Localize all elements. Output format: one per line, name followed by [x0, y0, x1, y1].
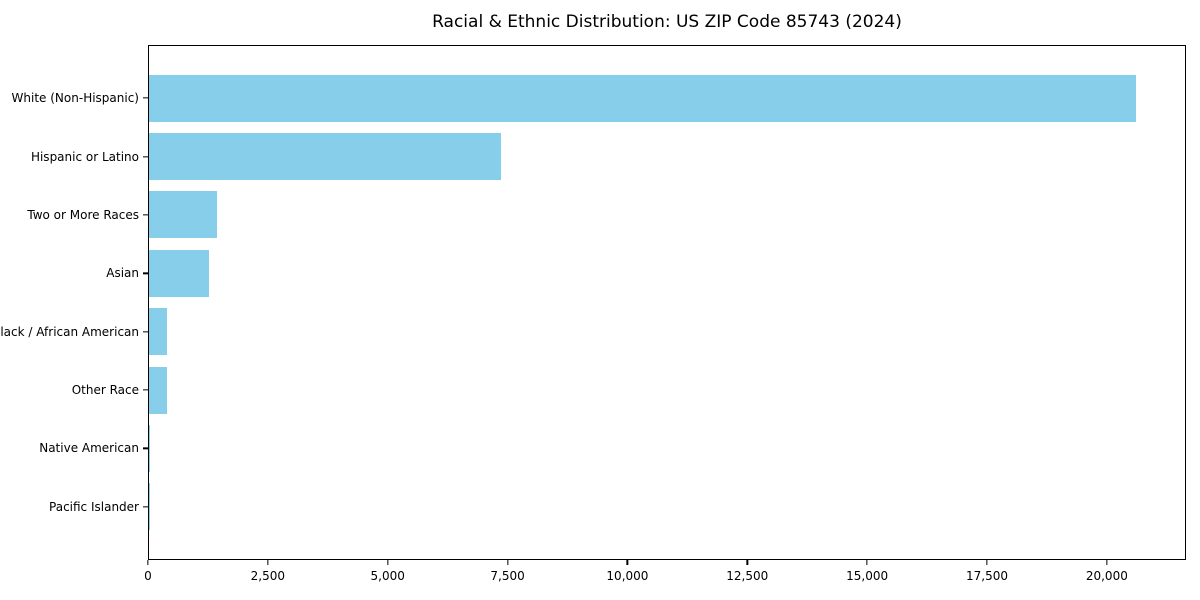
bar-rows: White (Non-Hispanic) Hispanic or Latino Tw…: [0, 46, 1185, 559]
bar-white-non-hispanic: [149, 74, 1136, 122]
y-tick: [143, 155, 148, 158]
category-label: Black / African American: [0, 324, 139, 339]
x-tick: [147, 560, 149, 565]
chart-title: Racial & Ethnic Distribution: US ZIP Cod…: [432, 12, 902, 32]
category-label: Other Race: [71, 383, 139, 398]
x-tick: [746, 560, 748, 565]
y-tick: [143, 447, 148, 450]
y-tick: [143, 506, 148, 508]
category-label: Pacific Islander: [49, 499, 139, 514]
category-label: Native American: [39, 441, 139, 456]
y-tick: [143, 272, 148, 274]
y-tick: [143, 214, 148, 216]
x-tick-label: 17,500: [965, 569, 1008, 583]
plot-area: White (Non-Hispanic) Hispanic or Latino Tw…: [0, 45, 1186, 560]
category-label: Two or More Races: [27, 207, 139, 222]
chart-row-asian: Asian: [106, 244, 1185, 302]
x-tick-label: 15,000: [846, 569, 889, 583]
chart-row-white-non-hispanic: White (Non-Hispanic): [12, 69, 1185, 127]
x-tick-label: 0: [144, 569, 152, 583]
x-tick: [866, 560, 868, 565]
x-tick: [387, 560, 389, 565]
x-tick-label: 12,500: [726, 569, 769, 583]
bar-other-race: [149, 366, 167, 414]
chart-row-black-african-american: Black / African American: [0, 303, 1185, 361]
chart-row-two-or-more-races: Two or More Races: [27, 186, 1185, 244]
category-label: Hispanic or Latino: [30, 149, 139, 164]
x-tick: [1106, 560, 1108, 565]
chart-row-other-race: Other Race: [72, 361, 1185, 419]
bar-hispanic-or-latino: [149, 133, 501, 181]
category-label: White (Non-Hispanic): [11, 91, 139, 106]
chart-row-pacific-islander: Pacific Islander: [49, 478, 1185, 536]
x-tick: [986, 560, 988, 565]
x-tick-label: 20,000: [1085, 569, 1128, 583]
bar-two-or-more-races: [149, 191, 217, 239]
chart-row-native-american: Native American: [39, 419, 1185, 477]
y-tick: [143, 331, 148, 333]
x-tick-label: 7,500: [490, 569, 525, 583]
x-tick-label: 10,000: [606, 569, 649, 583]
x-tick: [506, 560, 509, 565]
bar-black-african-american: [149, 308, 168, 356]
chart-row-hispanic-or-latino: Hispanic or Latino: [31, 127, 1185, 185]
x-tick-label: 5,000: [370, 569, 405, 583]
category-label: Asian: [106, 266, 139, 281]
x-tick-label: 2,500: [250, 569, 286, 583]
x-axis-ticks: 0 2,500 5,000 7,500 10,000 12,500 15,000 17,500…: [144, 560, 1185, 590]
x-tick: [626, 560, 629, 565]
x-tick: [267, 560, 269, 565]
y-tick: [143, 97, 148, 99]
y-tick: [143, 389, 148, 391]
bar-asian: [149, 249, 210, 297]
bar-native-american: [149, 424, 151, 472]
